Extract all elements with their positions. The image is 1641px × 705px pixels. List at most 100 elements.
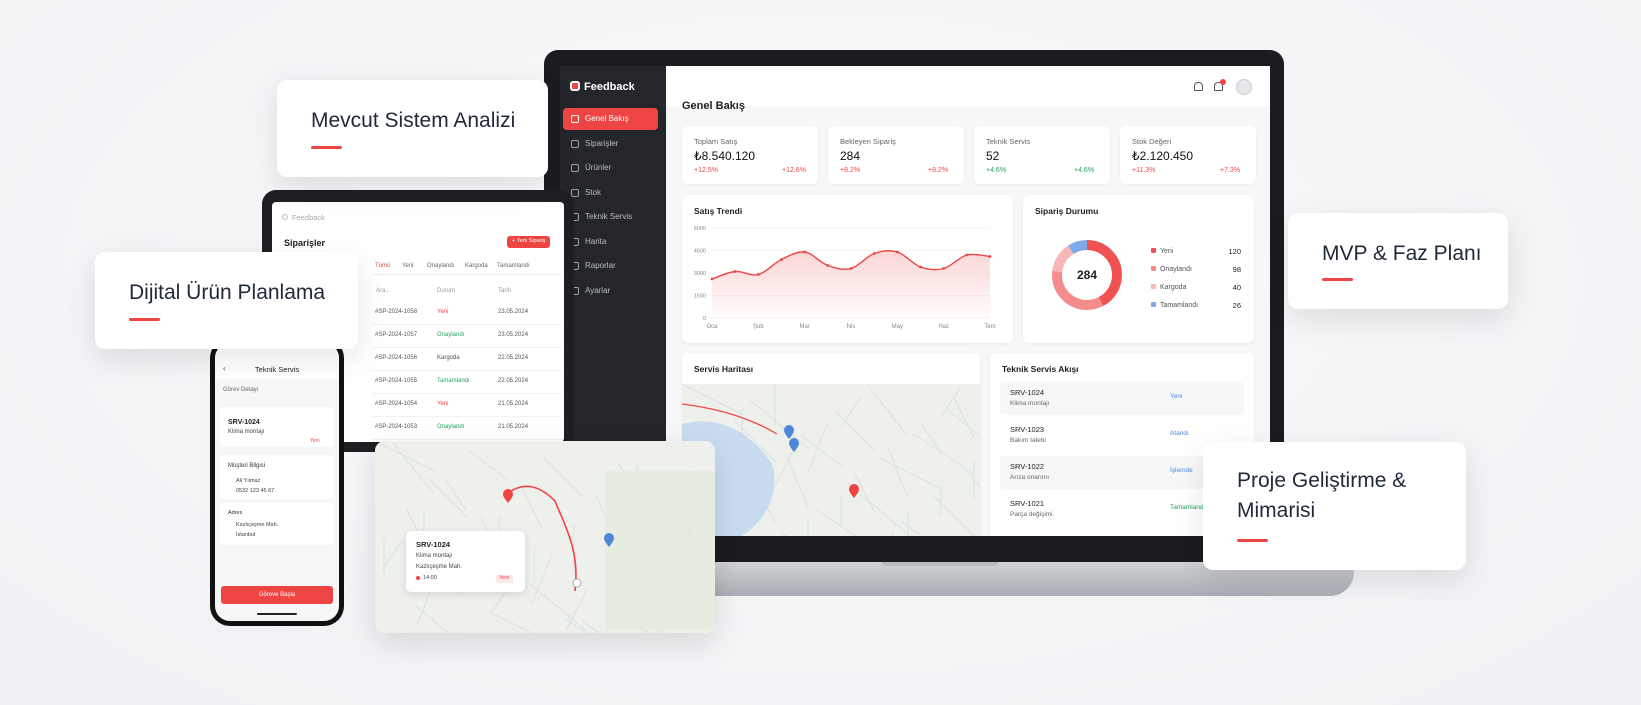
sales-point [942,267,946,270]
flow-desc: Bakım talebi [1010,437,1046,444]
order-date: 21.05.2024 [498,424,529,430]
customer-phone: 0532 123 45 67 [236,488,275,494]
flow-row: SRV-1021 Parça değişimi Tamamlandı [1000,493,1244,526]
nav-item[interactable]: Teknik Servis [563,206,658,228]
map-road [520,486,542,528]
card-title: Servis Haritası [694,364,754,374]
nav-item[interactable]: Raporlar [563,255,658,277]
order-id: #SP-2024-1055 [375,378,418,384]
flow-row: SRV-1023 Bakım talebi Atandı [1000,419,1244,452]
order-id: #SP-2024-1058 [375,309,418,315]
flow-row: SRV-1024 Klima montajı Yeni [1000,382,1244,415]
map-road [748,398,810,450]
bell-icon [1194,82,1203,91]
customer-card: Müşteri Bilgisi Ali Yılmaz 0532 123 45 67 [220,455,334,499]
tablet-tab[interactable]: Tümü [375,263,391,269]
tablet-tab[interactable]: Kargoda [465,263,488,269]
nav-label[interactable]: Teknik Servis [585,212,633,221]
sales-point [849,267,853,270]
donut-total: 284 [1077,268,1097,282]
info-card: Mevcut Sistem Analizi [277,80,548,177]
sales-point [919,265,922,269]
legend-value: 98 [1232,265,1241,274]
nav-label[interactable]: Ürünler [585,163,612,172]
legend-label: Tamamlandı [1160,302,1199,309]
nav-item[interactable]: Siparişler [563,133,658,155]
nav-label[interactable]: Ayarlar [585,285,611,295]
column-header: Durum [437,288,456,294]
info-card: Proje Geliştirme & Mimarisi [1203,442,1466,570]
flow-id: SRV-1024 [1010,388,1045,397]
info-card-title: Mevcut Sistem Analizi [311,109,516,132]
map-road [445,479,467,511]
flow-id: SRV-1021 [1010,499,1045,508]
legend-label: Onaylandı [1160,266,1192,273]
map-road [489,611,534,633]
sales-point [872,252,876,255]
phone-header [215,343,339,379]
map-info-id: SRV-1024 [416,540,451,549]
start-button[interactable]: Göreve Başla [221,586,333,604]
map-pin [789,438,799,452]
task-status: Yeni [310,438,320,444]
order-date: 23.05.2024 [498,309,529,315]
map-road [529,583,590,633]
kpi-change: +4.6% [986,167,1007,174]
map-road [807,421,829,473]
nav-item[interactable]: Stok [563,182,658,204]
flow-status: Tamamlandı [1170,504,1206,511]
task-desc: Klima montajı [228,429,265,435]
phone-title: Teknik Servis [254,365,300,374]
y-tick-label: 1500 [694,294,706,300]
flow-status: Atandı [1170,430,1189,437]
nav-item[interactable]: Genel Bakış [563,108,658,130]
row-divider [372,347,562,348]
kpi-label: Stok Değeri [1132,137,1172,146]
avatar [1236,79,1252,95]
order-date: 22.05.2024 [498,378,529,384]
nav-label[interactable]: Stok [585,187,602,197]
flow-desc: Arıza onarımı [1010,474,1050,481]
nav-label[interactable]: Harita [585,236,607,246]
nav-item[interactable]: Ayarlar [563,280,658,302]
order-status: Yeni [437,401,449,407]
tablet-tab[interactable]: Tamamlandı [497,263,530,269]
kpi-value: ₺2.120.450 [1132,149,1194,163]
tablet-tab[interactable]: Onaylandı [427,263,455,269]
map-road [682,383,743,415]
map-road [953,397,975,439]
route [507,485,577,592]
alert-badge [1220,79,1226,85]
flow-status: İşlemde [1170,467,1193,474]
info-card: Dijital Ürün Planlama [95,252,358,349]
route [682,403,778,435]
alert-icon [1214,82,1223,91]
flow-status: Yeni [1170,393,1183,400]
new-order-button[interactable]: + Yeni Sipariş [507,236,551,248]
x-tick-label: Şub [753,324,764,330]
map-road [564,618,587,633]
kpi-value: ₺8.540.120 [694,149,756,163]
row-divider [372,439,562,440]
phone-screen: ‹ Teknik Servis Görev Detayı SRV-1024 Klima … [215,343,339,621]
tablet-tab[interactable]: Yeni [402,263,414,269]
kpi-label: Toplam Satış [694,137,738,146]
sales-point [756,273,760,276]
row-divider [372,416,562,417]
nav-item[interactable]: Ürünler [563,157,658,179]
nav-label[interactable]: Siparişler [585,138,619,148]
legend-value: 26 [1232,301,1241,310]
task-id: SRV-1024 [228,419,260,426]
map-card: Servis Haritası [682,353,980,536]
order-status: Onaylandı [437,424,465,430]
nav-label[interactable]: Genel Bakış [585,114,629,123]
start-button-label[interactable]: Göreve Başla [258,592,296,598]
map-info: SRV-1024 Klima montajı Kazlıçeşme Mah. 14:0… [406,531,525,592]
y-tick-label: 6000 [694,226,706,232]
map-road [375,441,436,472]
nav-item[interactable]: Harita [563,231,658,253]
info-card-title: MVP & Faz Planı [1322,242,1482,265]
nav-label[interactable]: Raporlar [585,261,616,270]
back-icon: ‹ [223,364,226,373]
flow-desc: Klima montajı [1010,400,1050,407]
